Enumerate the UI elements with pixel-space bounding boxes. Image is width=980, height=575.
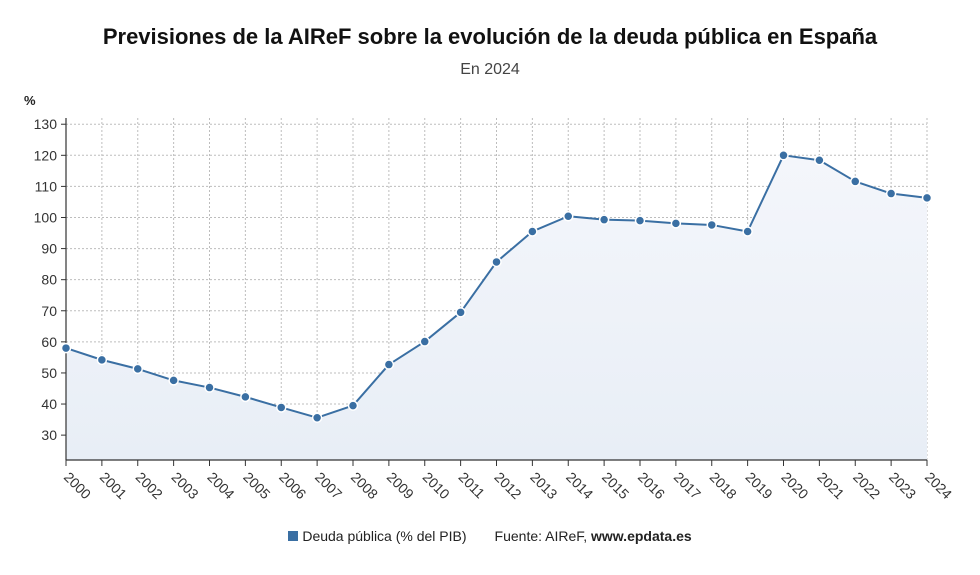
x-tick-label-2018: 2018 <box>707 469 740 502</box>
x-tick-label-2015: 2015 <box>599 469 632 502</box>
data-point-2022 <box>850 176 861 187</box>
data-point-2021 <box>814 155 825 166</box>
y-tick-label-90: 90 <box>41 241 57 257</box>
data-point-2005 <box>240 391 251 403</box>
y-tick-label-40: 40 <box>41 396 57 412</box>
data-point-2015 <box>598 214 610 225</box>
axes <box>61 118 928 466</box>
data-point-2006 <box>276 402 287 413</box>
x-tick-label-2001: 2001 <box>97 469 130 502</box>
series-area <box>66 155 927 461</box>
data-point-2014 <box>563 210 574 222</box>
x-tick-label-2021: 2021 <box>814 469 847 502</box>
data-point-2013 <box>527 226 538 237</box>
x-tick-label-2022: 2022 <box>850 469 883 502</box>
data-point-2001 <box>96 354 108 366</box>
x-tick-label-2017: 2017 <box>671 469 704 502</box>
data-point-2024 <box>921 192 933 204</box>
x-tick-label-2020: 2020 <box>778 469 811 502</box>
x-tick-label-2013: 2013 <box>527 469 560 502</box>
data-point-2010 <box>419 336 430 347</box>
x-tick-label-2004: 2004 <box>204 469 237 502</box>
x-tick-label-2019: 2019 <box>743 469 776 502</box>
source-prefix: Fuente: AIReF, <box>494 528 592 544</box>
data-point-2008 <box>347 400 359 411</box>
area-fill <box>66 155 927 461</box>
data-point-2004 <box>204 382 215 393</box>
x-tick-label-2000: 2000 <box>61 469 94 502</box>
data-point-2023 <box>885 188 897 199</box>
source-site: www.epdata.es <box>591 528 692 544</box>
x-tick-label-2007: 2007 <box>312 469 345 502</box>
x-tick-label-2010: 2010 <box>420 469 453 502</box>
x-tick-label-2006: 2006 <box>276 469 309 502</box>
y-tick-label-80: 80 <box>41 272 57 288</box>
y-axis-unit-label: % <box>24 93 36 108</box>
x-tick-label-2016: 2016 <box>635 469 668 502</box>
y-tick-label-30: 30 <box>41 427 57 443</box>
data-point-2018 <box>706 219 717 231</box>
data-point-2003 <box>168 375 179 386</box>
x-tick-label-2002: 2002 <box>133 469 166 502</box>
data-point-2011 <box>455 307 466 318</box>
data-point-2012 <box>491 256 502 268</box>
x-tick-label-2024: 2024 <box>922 469 955 502</box>
y-tick-label-120: 120 <box>34 147 58 163</box>
x-tick-label-2023: 2023 <box>886 469 919 502</box>
y-tick-label-130: 130 <box>34 116 58 132</box>
data-point-2009 <box>383 359 395 370</box>
x-tick-labels: 2000 2001 2002 2003 2004 2005 2006 2007 2008 2009… <box>61 469 955 502</box>
x-tick-label-2008: 2008 <box>348 469 381 502</box>
legend: Deuda pública (% del PIB) Fuente: AIReF, … <box>0 528 980 544</box>
x-tick-label-2005: 2005 <box>240 469 273 502</box>
data-point-2002 <box>132 363 143 375</box>
source-note: Fuente: AIReF, www.epdata.es <box>495 528 692 544</box>
x-tick-label-2003: 2003 <box>169 469 202 502</box>
x-tick-label-2009: 2009 <box>384 469 417 502</box>
x-tick-label-2012: 2012 <box>491 469 524 502</box>
y-tick-labels: 30 40 50 60 70 80 90 100 110 120 130 <box>34 116 58 443</box>
legend-swatch <box>288 531 299 541</box>
data-points <box>60 150 933 423</box>
y-tick-label-50: 50 <box>41 365 57 381</box>
legend-series-label: Deuda pública (% del PIB) <box>302 528 467 544</box>
data-point-2000 <box>60 342 72 354</box>
chart-title: Previsiones de la AIReF sobre la evoluci… <box>102 24 878 49</box>
y-tick-label-60: 60 <box>41 334 57 350</box>
y-tick-label-100: 100 <box>34 209 58 225</box>
data-point-2016 <box>634 215 646 226</box>
data-point-2017 <box>670 218 682 229</box>
chart-subtitle: En 2024 <box>460 61 520 78</box>
data-point-2007 <box>311 412 323 423</box>
x-tick-label-2014: 2014 <box>563 469 596 502</box>
y-tick-label-70: 70 <box>41 303 57 319</box>
y-tick-label-110: 110 <box>35 178 58 194</box>
data-point-2019 <box>742 226 753 237</box>
x-tick-label-2011: 2011 <box>456 469 489 502</box>
data-point-2020 <box>778 150 789 161</box>
